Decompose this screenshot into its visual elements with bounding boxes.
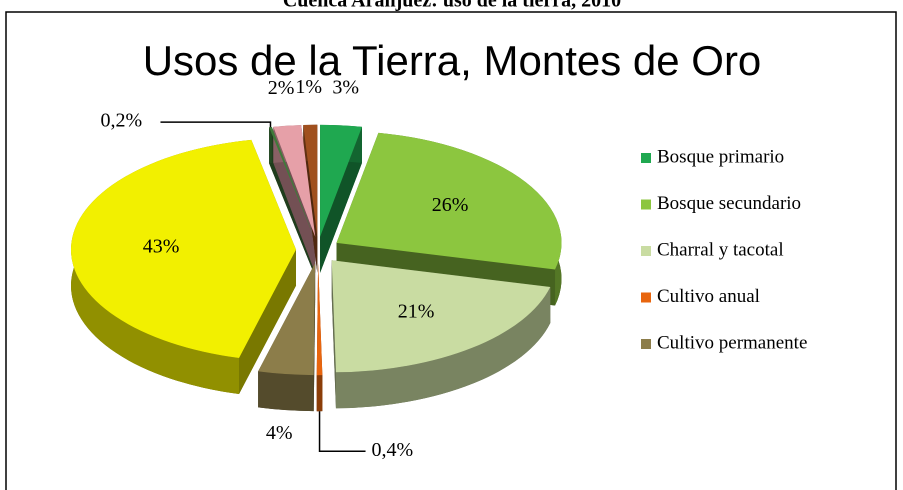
slice-wall — [239, 249, 297, 394]
slice-top — [320, 124, 362, 237]
slice-side — [258, 371, 314, 412]
pie-tops — [71, 124, 562, 376]
legend-swatch — [641, 339, 651, 349]
data-label: 43% — [143, 235, 180, 257]
slice-top — [331, 260, 551, 373]
data-label: 21% — [398, 300, 435, 322]
data-label: 0,4% — [372, 439, 414, 461]
slice-top — [273, 125, 316, 237]
slice-top — [316, 263, 323, 376]
leader-line — [160, 121, 272, 128]
data-label: 1% — [295, 76, 322, 98]
slice-side — [269, 127, 272, 164]
slice-top — [269, 127, 314, 238]
legend-label: Bosque secundario — [657, 193, 801, 214]
slice-side — [335, 286, 551, 409]
legend-label: Bosque primario — [657, 146, 784, 167]
legend-swatch — [641, 153, 651, 163]
legend-swatch — [641, 292, 651, 303]
slice-wall — [331, 260, 336, 409]
slice-side — [316, 375, 323, 412]
legend-label: Charral y tacotal — [657, 239, 784, 260]
legend-swatch — [641, 199, 651, 210]
caption: Cuenca Aranjuez: uso de la tierra, 2010 — [283, 0, 621, 12]
slice-top — [258, 263, 316, 376]
slice-wall — [320, 126, 362, 273]
data-label: 3% — [332, 76, 359, 98]
slice-top — [71, 139, 297, 358]
chart-title: Usos de la Tierra, Montes de Oro — [143, 37, 762, 84]
slice-wall — [313, 263, 316, 412]
data-label: 4% — [266, 422, 293, 444]
data-label: 2% — [268, 77, 295, 99]
data-label: 0,2% — [100, 110, 142, 132]
legend-swatch — [641, 246, 651, 256]
slice-top — [336, 132, 562, 270]
slice-top — [303, 124, 318, 237]
data-label: 26% — [432, 194, 469, 216]
legend-label: Cultivo anual — [657, 286, 760, 307]
leader-line — [318, 411, 366, 452]
legend-label: Cultivo permanente — [657, 332, 807, 353]
